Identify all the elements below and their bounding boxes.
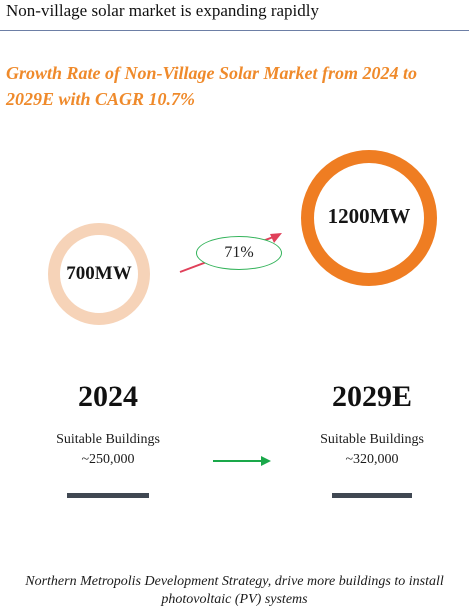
divider-bar-2024 (67, 493, 149, 498)
buildings-label-2024: Suitable Buildings (56, 432, 160, 447)
capacity-value-2029: 1200MW (327, 204, 411, 228)
buildings-info-2024: Suitable Buildings ~250,000 (28, 430, 188, 470)
growth-rate-badge: 71% (196, 236, 282, 270)
buildings-count-2029: ~320,000 (345, 452, 399, 467)
capacity-value-2024: 700MW (66, 263, 132, 284)
year-label-2029: 2029E (331, 380, 412, 413)
arrow-right-icon (213, 456, 271, 466)
title-divider (0, 30, 469, 31)
footer-note: Northern Metropolis Development Strategy… (25, 574, 444, 607)
chart-subtitle: Growth Rate of Non-Village Solar Market … (6, 63, 418, 109)
buildings-label-2029: Suitable Buildings (320, 432, 424, 447)
buildings-info-2029: Suitable Buildings ~320,000 (292, 430, 452, 470)
slide-title: Non-village solar market is expanding ra… (6, 1, 319, 20)
buildings-count-2024: ~250,000 (81, 452, 135, 467)
year-label-2024: 2024 (78, 380, 138, 413)
divider-bar-2029 (332, 493, 412, 498)
